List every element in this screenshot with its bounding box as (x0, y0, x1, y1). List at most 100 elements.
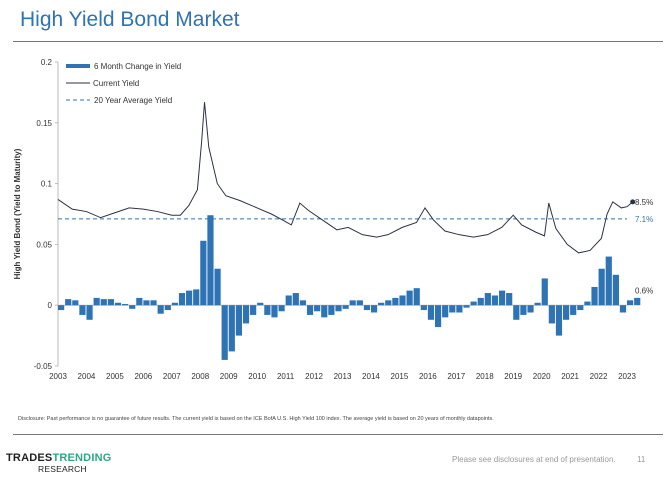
legend-label: Current Yield (93, 79, 139, 88)
change-bar (370, 305, 378, 313)
change-bar (399, 295, 406, 306)
change-bar (235, 305, 243, 336)
high-yield-chart: -0.05 0 0.05 0.1 0.15 0.2 2003 2004 2005 2006 2007… (13, 58, 653, 381)
change-bar (356, 300, 363, 306)
x-tick-label: 2015 (391, 372, 409, 381)
change-bar (570, 305, 577, 315)
change-bar (285, 295, 292, 306)
x-tick-label: 2008 (191, 372, 209, 381)
x-tick-label: 2004 (78, 372, 96, 381)
change-bar (406, 290, 413, 306)
change-bar (122, 303, 129, 306)
change-bar (214, 268, 221, 306)
change-bar (605, 256, 612, 306)
logo-text: TRADES (6, 452, 53, 464)
change-bar (627, 300, 634, 306)
change-bar (385, 300, 392, 306)
change-bar (427, 305, 435, 320)
change-bar (456, 305, 463, 313)
change-bar (193, 289, 200, 306)
x-tick-label: 2021 (561, 372, 579, 381)
x-tick-label: 2010 (248, 372, 266, 381)
change-bar (221, 305, 228, 360)
change-bar (506, 293, 513, 306)
change-bar (420, 305, 427, 311)
change-bar (321, 305, 328, 318)
change-bar (58, 305, 65, 311)
x-tick-label: 2023 (618, 372, 636, 381)
legend-label: 6 Month Change in Yield (94, 62, 181, 71)
change-bar (314, 305, 321, 312)
change-bar (79, 305, 86, 315)
x-tick-label: 2022 (590, 372, 608, 381)
change-bar (449, 305, 456, 313)
change-bar (413, 288, 420, 306)
change-bar (72, 300, 79, 306)
change-bar (562, 305, 570, 320)
change-bar (86, 305, 93, 320)
change-bar (484, 293, 491, 306)
change-bar (527, 305, 534, 313)
disclosure: Disclosure: Past performance is no guara… (18, 416, 494, 422)
change-bar (612, 274, 619, 306)
divider (13, 434, 663, 435)
change-bar (171, 302, 178, 306)
change-bar (299, 300, 307, 306)
change-bar (477, 297, 484, 306)
change-bar (619, 305, 627, 313)
y-tick-label: 0.2 (41, 58, 53, 67)
footer-note: Please see disclosures at end of present… (452, 455, 616, 464)
x-tick-label: 2018 (476, 372, 494, 381)
divider (13, 41, 663, 42)
x-tick-label: 2007 (163, 372, 181, 381)
change-bar (555, 305, 563, 336)
x-tick-label: 2009 (220, 372, 238, 381)
change-bar (363, 305, 371, 311)
change-bar (598, 268, 605, 306)
y-tick-label: 0.05 (36, 240, 52, 249)
change-bar (271, 305, 278, 318)
change-bar (65, 299, 72, 306)
change-bar (442, 305, 449, 318)
change-bar (470, 301, 477, 306)
change-bar (186, 290, 193, 306)
page-title: High Yield Bond Market (20, 8, 240, 31)
x-tick-label: 2013 (334, 372, 352, 381)
logo-text: TRENDING (52, 452, 112, 464)
change-bar (328, 305, 335, 315)
change-bar (292, 293, 299, 306)
yield-line (57, 102, 634, 254)
change-bar (93, 297, 100, 306)
change-bar (129, 305, 136, 309)
change-bar (150, 300, 157, 306)
change-bar (577, 305, 584, 311)
change-bar (228, 305, 235, 352)
change-label: 0.6% (635, 287, 653, 296)
y-tick-label: -0.05 (34, 362, 53, 371)
change-bar (107, 299, 114, 306)
change-bar (491, 295, 499, 306)
x-tick-label: 2016 (419, 372, 437, 381)
x-tick-label: 2020 (533, 372, 551, 381)
change-bar (591, 286, 598, 306)
change-bar (392, 297, 399, 306)
average-yield-label: 7.1% (635, 215, 653, 224)
change-bar (164, 305, 171, 311)
change-bar (264, 305, 271, 315)
y-tick-label: 0 (48, 301, 53, 310)
legend-label: 20 Year Average Yield (94, 96, 172, 105)
change-bar (335, 305, 342, 312)
change-bar (342, 305, 349, 309)
current-yield-marker (630, 199, 636, 205)
x-tick-label: 2019 (504, 372, 522, 381)
y-tick-label: 0.1 (41, 180, 53, 189)
change-bar (541, 278, 548, 306)
change-bar (100, 299, 107, 306)
change-bar (143, 300, 150, 306)
logo: TRADESTRENDING RESEARCH (6, 452, 112, 474)
change-bar (634, 297, 641, 306)
x-tick-label: 2011 (277, 372, 295, 381)
change-bar (200, 240, 207, 306)
change-bar (136, 297, 143, 306)
logo-text: RESEARCH (38, 464, 87, 474)
